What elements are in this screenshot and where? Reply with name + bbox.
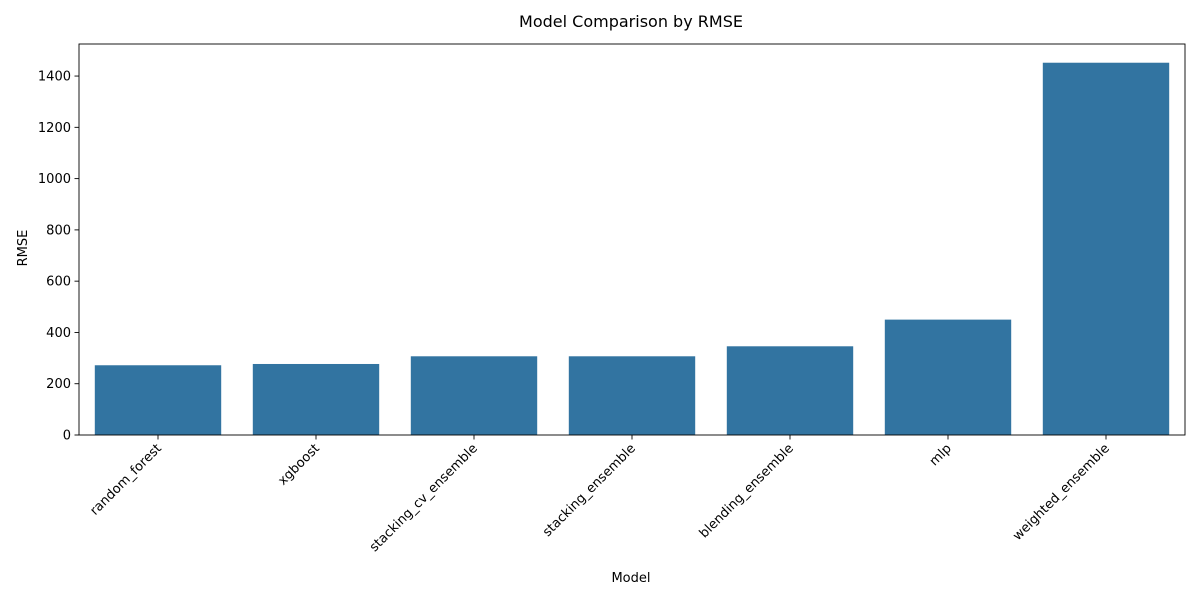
plot-area <box>94 62 1170 435</box>
bar-stacking_cv_ensemble <box>410 356 538 435</box>
bar-stacking_ensemble <box>568 356 696 435</box>
y-tick-label: 200 <box>46 377 71 392</box>
bar-xgboost <box>252 363 380 435</box>
x-axis-label: Model <box>611 571 650 586</box>
x-tick-label: mlp <box>927 441 955 469</box>
y-tick-label: 1400 <box>38 70 71 85</box>
y-tick-label: 600 <box>46 275 71 290</box>
y-tick-label: 800 <box>46 223 71 238</box>
y-axis-label: RMSE <box>16 230 31 267</box>
x-tick-label: weighted_ensemble <box>1010 441 1113 544</box>
y-tick-label: 1200 <box>38 121 71 136</box>
x-tick-label: stacking_cv_ensemble <box>367 441 481 555</box>
y-tick-label: 1000 <box>38 172 71 187</box>
chart-title: Model Comparison by RMSE <box>519 12 743 31</box>
x-tick-label: xgboost <box>275 441 322 488</box>
bar-random_forest <box>94 365 222 435</box>
x-tick-label: random_forest <box>87 441 164 518</box>
bar-weighted_ensemble <box>1042 62 1170 435</box>
y-tick-label: 400 <box>46 326 71 341</box>
axes: 0 200 400 600 800 1000 1200 1400 random_forest xg… <box>38 43 1186 555</box>
bar-mlp <box>884 319 1012 435</box>
x-tick-label: blending_ensemble <box>697 441 797 541</box>
bar-blending_ensemble <box>726 346 854 435</box>
y-tick-label: 0 <box>63 429 71 444</box>
x-tick-label: stacking_ensemble <box>540 441 639 540</box>
